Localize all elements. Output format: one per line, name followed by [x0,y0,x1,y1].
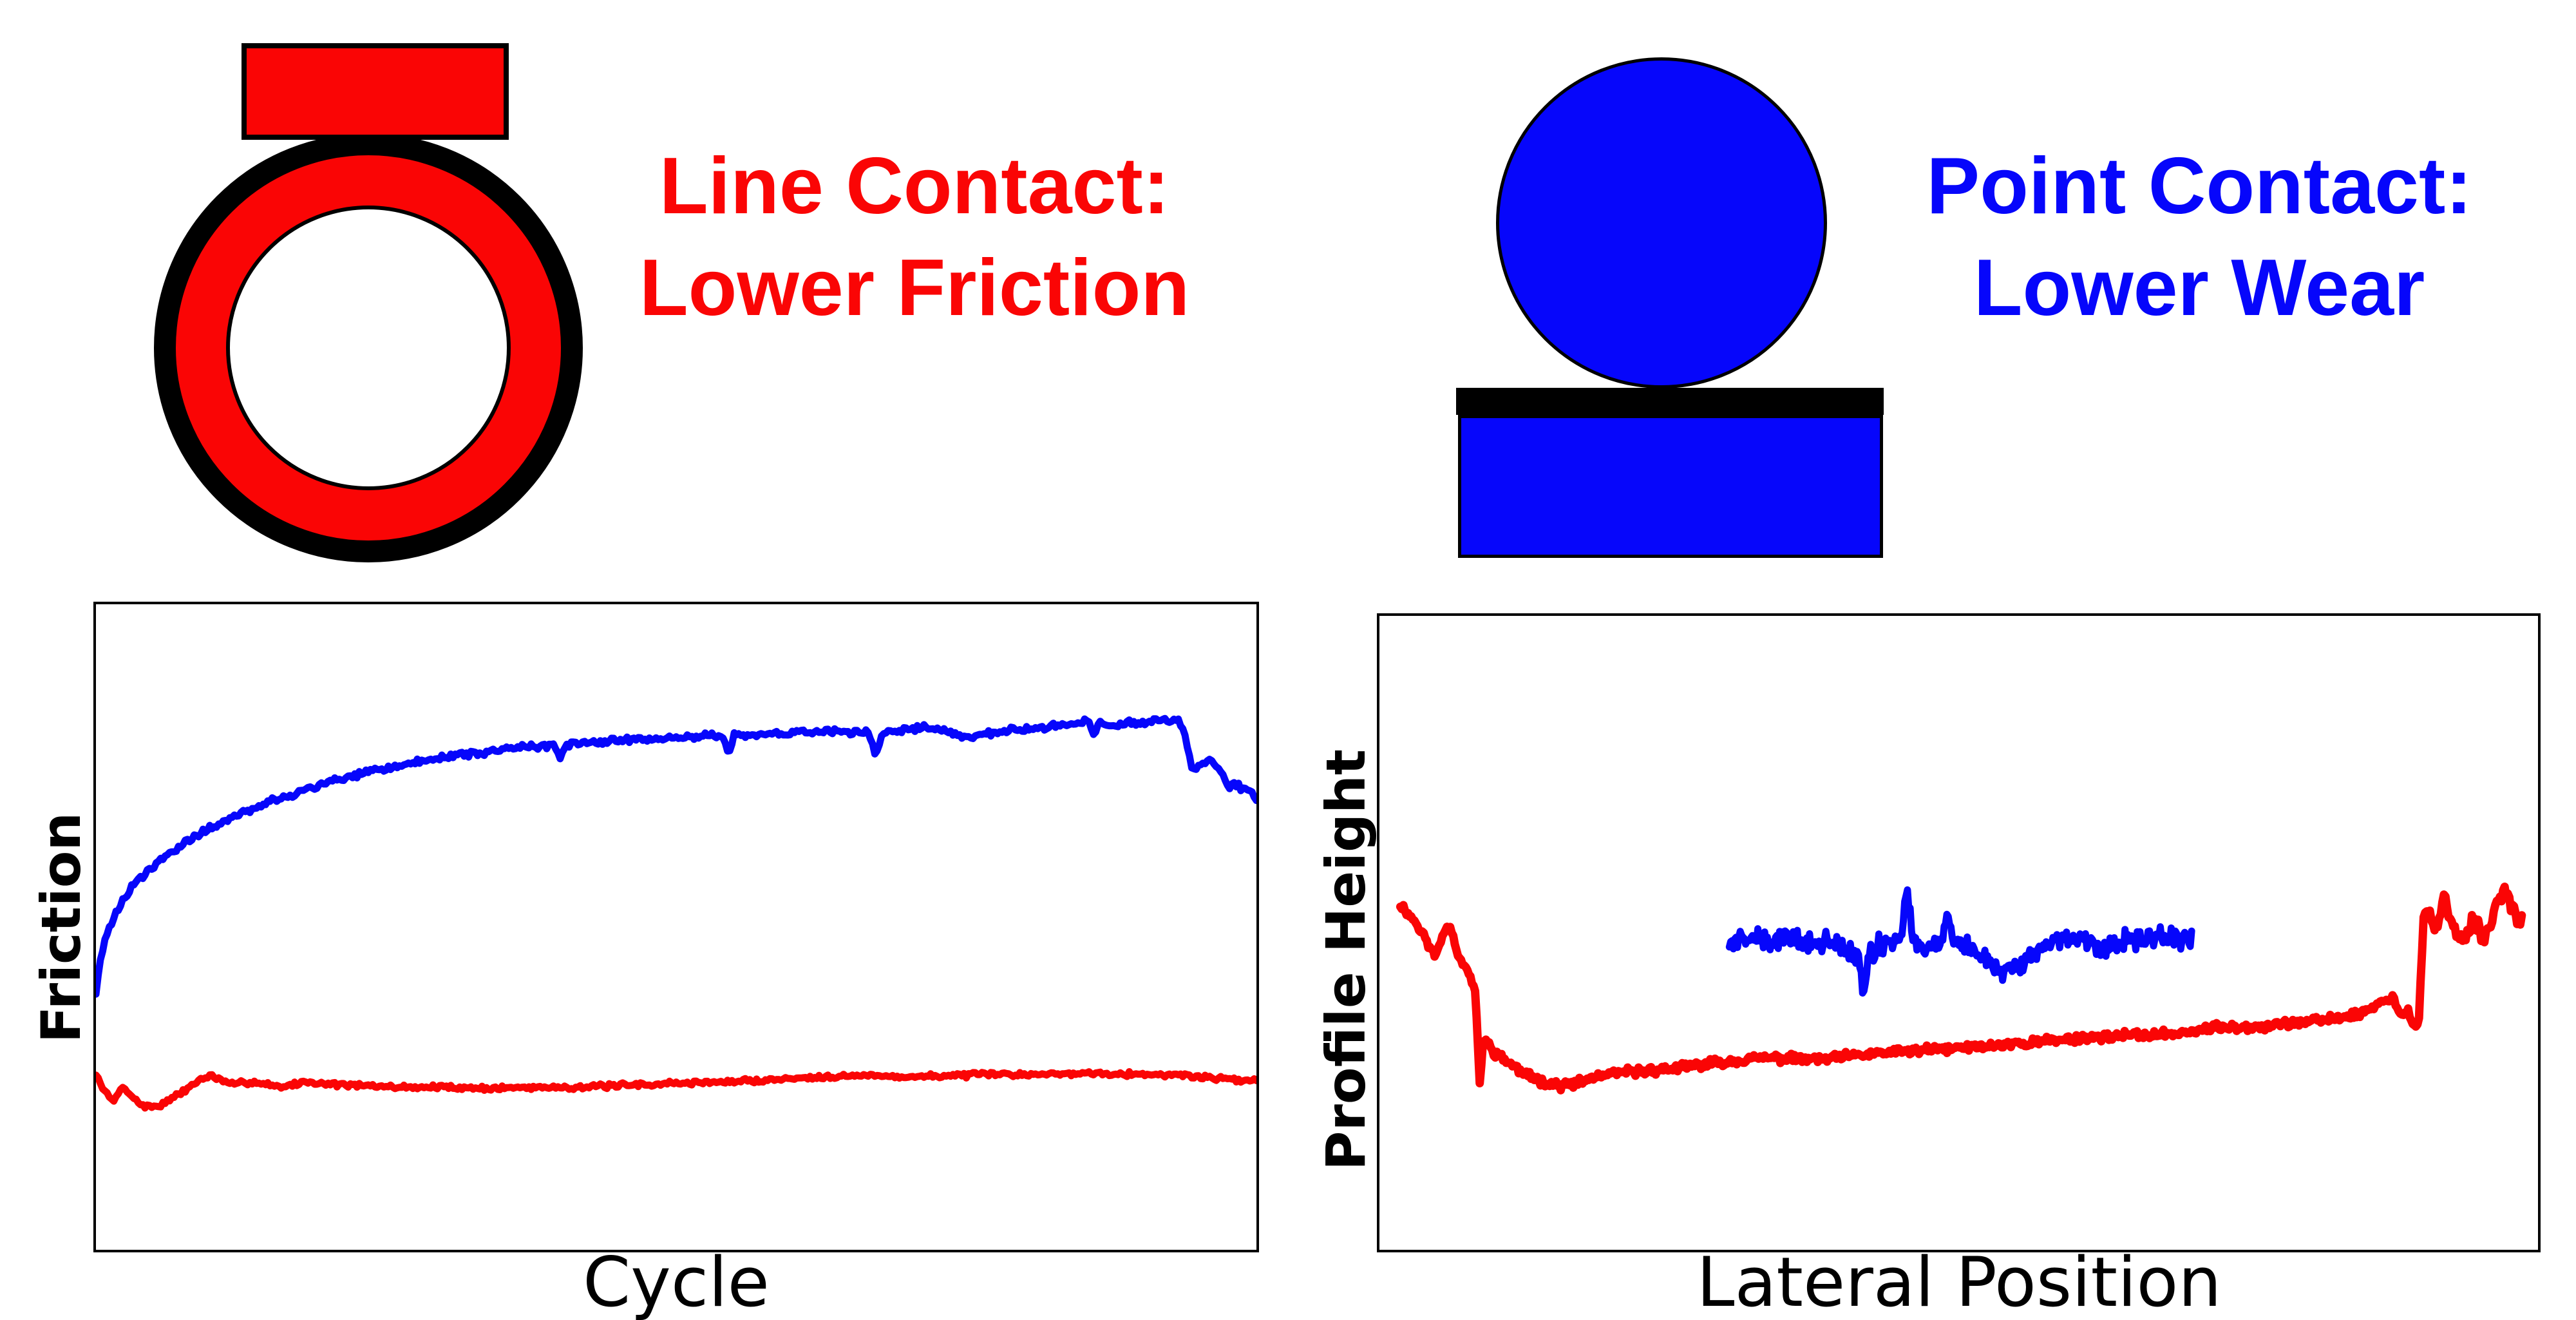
line-contact-headline-line2: Lower Friction [639,244,1190,332]
point-contact-line-shape [1456,388,1884,415]
line-contact-headline-line1: Line Contact: [659,142,1170,231]
series-point-contact-friction [96,714,1256,998]
point-contact-ball-shape [1496,57,1827,388]
friction-axis-label: Friction [30,812,93,1044]
series-line-contact-wear-profile [1396,883,2526,1095]
line-contact-headline: Line Contact: Lower Friction [528,135,1301,339]
point-contact-headline-line1: Point Contact: [1926,142,2472,231]
cycle-axis-label: Cycle [583,1243,770,1320]
friction-vs-cycle-plot [93,602,1259,1252]
line-contact-ring-shape [154,133,583,562]
ring-bore-shape [226,206,511,490]
line-contact-block-shape [242,43,509,140]
point-contact-headline-line2: Lower Wear [1973,244,2425,332]
profile-height-axis-label: Profile Height [1314,749,1378,1171]
point-contact-block-shape [1458,415,1883,558]
friction-vs-cycle-canvas [96,714,1256,1112]
profile-vs-lateral-canvas [1396,883,2526,1095]
lateral-position-axis-label: Lateral Position [1696,1243,2222,1320]
point-contact-headline: Point Contact: Lower Wear [1813,135,2576,339]
series-line-contact-friction [96,1068,1256,1112]
series-point-contact-wear-profile [1725,886,2195,997]
profile-vs-lateral-plot [1377,613,2541,1252]
